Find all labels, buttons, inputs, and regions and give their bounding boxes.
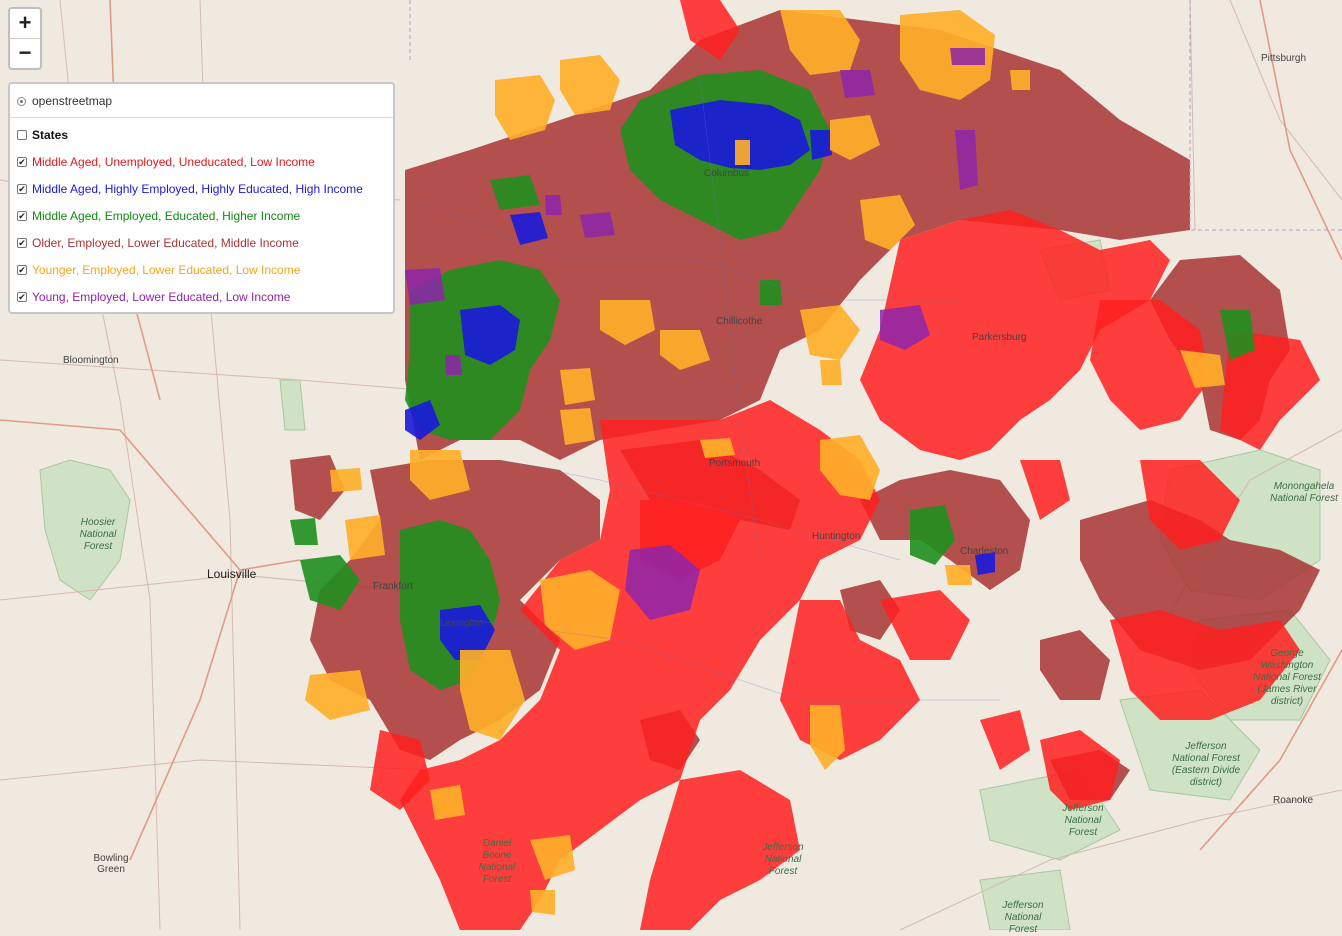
label-hoosier-forest: Hoosier National Forest: [79, 517, 117, 552]
label-louisville: Louisville: [207, 567, 257, 581]
overlay-row[interactable]: ✔ Middle Aged, Unemployed, Uneducated, Lo…: [17, 155, 315, 169]
overlay-checkbox[interactable]: [17, 130, 27, 140]
base-layer-option[interactable]: openstreetmap: [17, 94, 112, 108]
overlay-row[interactable]: ✔ Young, Employed, Lower Educated, Low In…: [17, 290, 290, 304]
overlay-checkbox[interactable]: ✔: [17, 238, 27, 248]
overlay-label: Middle Aged, Unemployed, Uneducated, Low…: [32, 155, 315, 169]
overlay-label: Older, Employed, Lower Educated, Middle …: [32, 236, 299, 250]
label-huntington: Huntington: [812, 531, 861, 542]
label-bowling-green: Bowling Green: [93, 853, 129, 875]
label-daniel-boone-forest: Daniel Boone National Forest: [478, 838, 516, 885]
label-bloomington: Bloomington: [63, 355, 119, 366]
overlay-row[interactable]: ✔ Older, Employed, Lower Educated, Middle…: [17, 236, 299, 250]
base-layer-label: openstreetmap: [32, 94, 113, 108]
overlay-checkbox[interactable]: ✔: [17, 292, 27, 302]
base-layer-radio[interactable]: [17, 96, 26, 106]
zoom-in-button[interactable]: +: [18, 10, 32, 35]
region-high-income: [405, 100, 995, 660]
label-columbus: Columbus: [704, 168, 750, 179]
state-boundary: [409, 0, 1342, 231]
overlay-label: Middle Aged, Employed, Educated, Higher …: [32, 209, 301, 223]
overlay-label: Middle Aged, Highly Employed, Highly Edu…: [32, 182, 363, 196]
tract-boundaries: [419, 79, 1000, 701]
label-jefferson-forest-1: Jefferson National Forest: [1062, 803, 1104, 838]
label-jefferson-forest-3: Jefferson National Forest: [1002, 900, 1044, 935]
overlay-label: Younger, Employed, Lower Educated, Low I…: [32, 263, 301, 277]
layers-separator: [10, 117, 393, 118]
overlay-row[interactable]: ✔ Middle Aged, Employed, Educated, Higher…: [17, 209, 300, 223]
overlay-checkbox[interactable]: ✔: [17, 184, 27, 194]
layers-control: openstreetmap States ✔ Middle Aged, Unempl…: [8, 82, 395, 314]
zoom-out-button[interactable]: −: [10, 38, 40, 68]
overlay-label: Young, Employed, Lower Educated, Low Inc…: [32, 290, 291, 304]
overlay-row[interactable]: ✔ Younger, Employed, Lower Educated, Low …: [17, 263, 300, 277]
label-roanoke: Roanoke: [1273, 795, 1314, 806]
label-monongahela-forest: Monongahela National Forest: [1270, 481, 1338, 504]
zoom-control: + −: [8, 7, 42, 70]
major-highways: [0, 0, 1342, 861]
region-younger-low: [305, 10, 1225, 915]
label-george-washington-forest: George Washington National Forest (James…: [1253, 648, 1321, 707]
label-jefferson-eastern-forest: Jefferson National Forest (Eastern Divid…: [1171, 741, 1241, 788]
label-pittsburgh: Pittsburgh: [1261, 53, 1307, 64]
overlay-row[interactable]: ✔ Middle Aged, Highly Employed, Highly Ed…: [17, 182, 363, 196]
label-portsmouth: Portsmouth: [709, 458, 761, 469]
overlay-checkbox[interactable]: ✔: [17, 265, 27, 275]
label-chillicothe: Chillicothe: [716, 316, 763, 327]
overlay-checkbox[interactable]: ✔: [17, 157, 27, 167]
label-lexington: Lexington: [440, 618, 484, 629]
overlay-label: States: [32, 128, 69, 142]
region-young-low: [405, 48, 985, 620]
overlay-row[interactable]: States: [17, 128, 68, 142]
label-parkersburg: Parkersburg: [972, 332, 1027, 343]
region-unemployed: [370, 0, 1320, 930]
label-jefferson-forest-2: Jefferson National Forest: [762, 842, 804, 877]
label-charleston: Charleston: [960, 546, 1009, 557]
label-frankfort: Frankfort: [373, 581, 414, 592]
overlay-checkbox[interactable]: ✔: [17, 211, 27, 221]
